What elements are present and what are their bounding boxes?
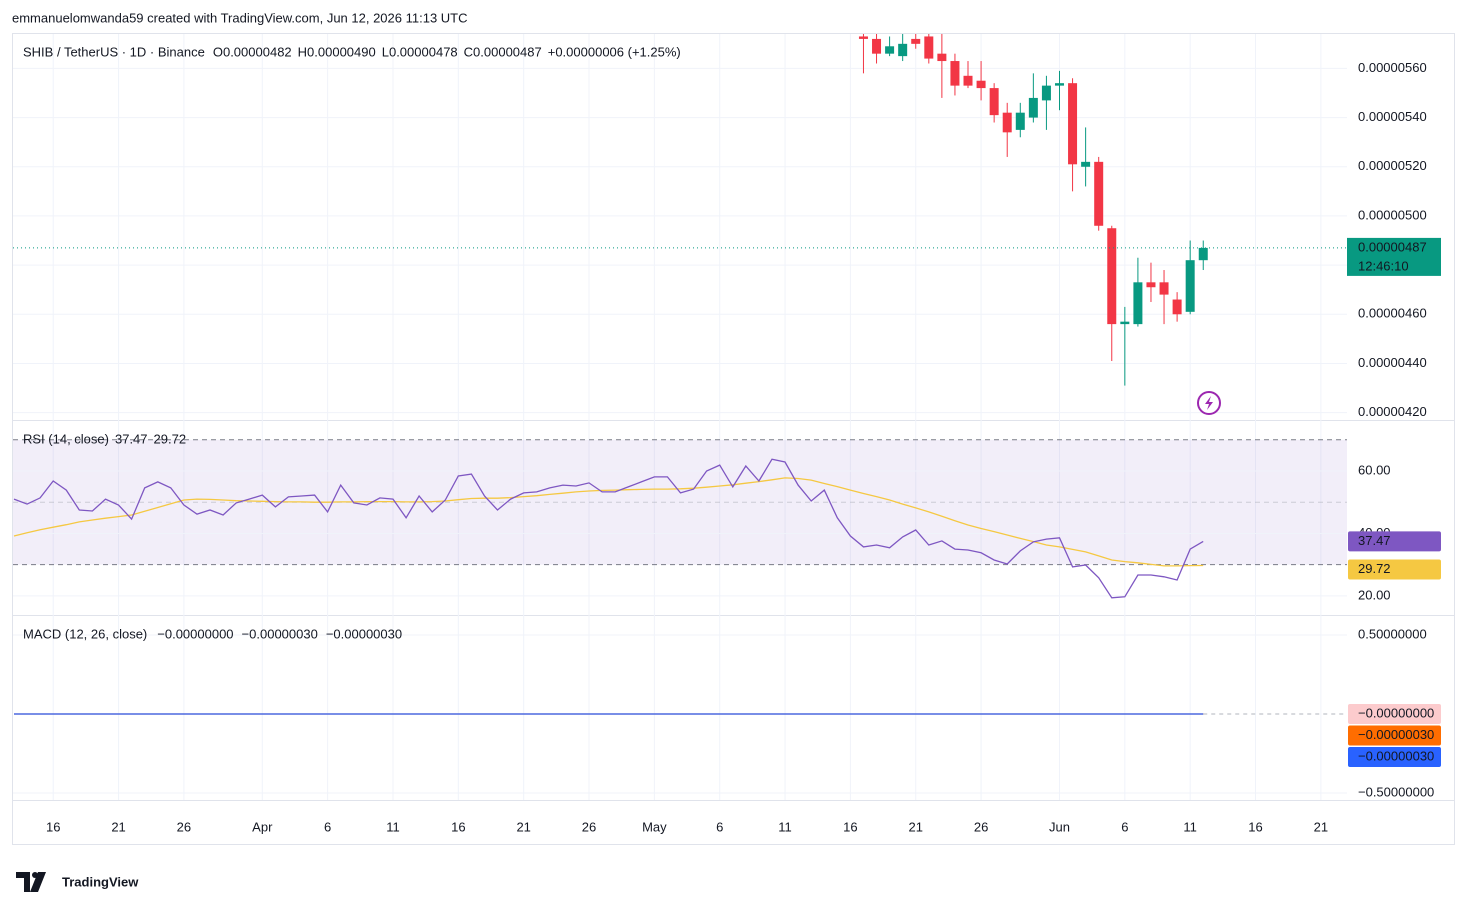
- candle-body: [1107, 228, 1117, 325]
- value-tag-bg: [1348, 531, 1441, 552]
- x-tick-label: 6: [324, 819, 331, 834]
- y-tick-label: 0.00000420: [1358, 404, 1427, 419]
- candle-body: [885, 46, 895, 54]
- legend-change: +0.00000006 (+1.25%): [548, 44, 681, 59]
- candle-body: [872, 38, 882, 54]
- candle-body: [1185, 260, 1195, 312]
- legend-field-label: O: [213, 44, 223, 59]
- legend-value: 37.47: [115, 431, 148, 446]
- y-tick-label: 60.00: [1358, 462, 1391, 477]
- candle-body: [1120, 321, 1130, 325]
- value-tag: 29.72: [1358, 561, 1391, 576]
- candle-body: [937, 53, 947, 62]
- value-tag: 37.47: [1358, 533, 1391, 548]
- legend-field-value: 0.00000478: [389, 44, 458, 59]
- y-tick-label: 0.00000440: [1358, 355, 1427, 370]
- x-tick-label: 26: [177, 819, 191, 834]
- x-tick-label: Jun: [1049, 819, 1070, 834]
- candle-body: [1041, 85, 1051, 101]
- candles: [858, 34, 1208, 386]
- legend-field-label: H: [298, 44, 307, 59]
- x-tick-label: 6: [716, 819, 723, 834]
- pane-title: RSI (14, close): [23, 431, 109, 446]
- legend-value: −0.00000000: [157, 626, 233, 641]
- candle-body: [858, 36, 868, 39]
- x-tick-label: 21: [111, 819, 125, 834]
- alert-icon: [1197, 391, 1221, 415]
- candle-body: [1159, 282, 1169, 295]
- value-tag-bg: [1348, 704, 1441, 725]
- candle-body: [1146, 282, 1156, 288]
- value-tag-bg: [1348, 559, 1441, 580]
- candle-body: [950, 61, 960, 86]
- candle-body: [1081, 161, 1091, 167]
- value-tag-bg: [1348, 725, 1441, 746]
- x-tick-label: 21: [909, 819, 923, 834]
- legend-value: −0.00000030: [242, 626, 318, 641]
- y-tick-label: 0.00000500: [1358, 207, 1427, 222]
- chart-frame: [12, 33, 1455, 845]
- y-tick-label: 0.00000520: [1358, 158, 1427, 173]
- legend-field-label: C: [464, 44, 473, 59]
- x-tick-label: 11: [1183, 819, 1197, 834]
- candle-body: [976, 80, 986, 89]
- candle-body: [963, 75, 973, 86]
- y-tick-label: 0.00000540: [1358, 109, 1427, 124]
- candle-body: [898, 43, 908, 57]
- x-tick-label: 16: [451, 819, 465, 834]
- y-tick-label: 0.50000000: [1358, 626, 1427, 641]
- candle-body: [1054, 83, 1064, 86]
- x-tick-label: 16: [1248, 819, 1262, 834]
- legend-symbol: SHIB / TetherUS · 1D · Binance: [23, 44, 205, 59]
- header-text: emmanuelomwanda59 created with TradingVi…: [12, 10, 468, 25]
- brand-logo: [16, 872, 46, 892]
- x-tick-label: 6: [1121, 819, 1128, 834]
- y-tick-label: 0.00000560: [1358, 60, 1427, 75]
- x-tick-label: 21: [516, 819, 530, 834]
- legend-value: 29.72: [154, 431, 187, 446]
- value-tag: −0.00000030: [1358, 727, 1434, 742]
- brand-name: TradingView: [62, 874, 139, 889]
- candle-body: [924, 36, 934, 59]
- value-tag: −0.00000030: [1358, 748, 1434, 763]
- indicator-line: [13, 477, 1204, 567]
- value-tag: −0.00000000: [1358, 705, 1434, 720]
- value-tag-bg: [1348, 747, 1441, 768]
- candle-body: [1094, 161, 1104, 226]
- x-tick-label: 11: [386, 819, 400, 834]
- legend-field-value: 0.00000490: [307, 44, 376, 59]
- y-tick-label: −0.50000000: [1358, 784, 1434, 799]
- pane-title: MACD (12, 26, close): [23, 626, 147, 641]
- x-tick-label: 26: [974, 819, 988, 834]
- x-tick-label: 21: [1314, 819, 1328, 834]
- x-tick-label: May: [642, 819, 667, 834]
- legend-value: −0.00000030: [326, 626, 402, 641]
- x-tick-label: 26: [582, 819, 596, 834]
- x-tick-label: 11: [778, 819, 792, 834]
- y-tick-label: 20.00: [1358, 587, 1391, 602]
- candle-body: [1172, 299, 1182, 315]
- candle-body: [1198, 247, 1208, 261]
- candle-body: [1133, 282, 1143, 325]
- candle-body: [1002, 112, 1012, 133]
- last-price-tag: [1347, 237, 1441, 276]
- candle-body: [1015, 112, 1025, 130]
- candle-body: [989, 88, 999, 116]
- x-tick-label: 16: [46, 819, 60, 834]
- x-tick-label: 16: [843, 819, 857, 834]
- x-tick-label: Apr: [252, 819, 273, 834]
- countdown-label: 12:46:10: [1358, 258, 1409, 273]
- legend-field-value: 0.00000487: [473, 44, 542, 59]
- indicator-line: [13, 458, 1204, 599]
- legend-field-label: L: [382, 44, 389, 59]
- candle-body: [911, 38, 921, 44]
- candle-body: [1028, 97, 1038, 118]
- y-tick-label: 0.00000460: [1358, 306, 1427, 321]
- legend-field-value: 0.00000482: [223, 44, 292, 59]
- candle-body: [1068, 83, 1078, 165]
- last-price-label: 0.00000487: [1358, 239, 1427, 254]
